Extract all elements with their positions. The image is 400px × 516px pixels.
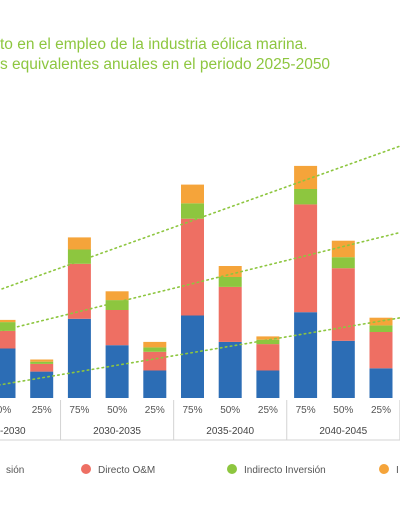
bar-segment-10-3 (369, 317, 393, 326)
category-label-0: 0% (0, 405, 11, 416)
bar-segment-1-0 (30, 371, 54, 398)
category-label-7: 25% (258, 405, 278, 416)
bar-segment-8-2 (294, 189, 318, 205)
bar-segment-0-0 (0, 348, 16, 398)
bar-segment-1-3 (30, 359, 54, 362)
bar-segment-2-0 (67, 318, 91, 398)
bar-segment-10-2 (369, 325, 393, 332)
trendline-1 (0, 231, 400, 332)
legend-label-2: Indirecto Inversión (244, 465, 326, 476)
bar-segment-2-2 (67, 249, 91, 264)
period-label-0: -2030 (0, 426, 26, 437)
bar-segment-3-2 (105, 300, 129, 310)
bar-segment-7-3 (256, 336, 280, 340)
bar-segment-10-1 (369, 332, 393, 369)
bar-segment-10-0 (369, 368, 393, 398)
bar-segment-2-1 (67, 263, 91, 319)
bar-segment-4-2 (143, 347, 167, 352)
period-label-3: 2040-2045 (319, 426, 367, 437)
bar-segment-0-3 (0, 319, 16, 323)
bar-segment-6-1 (218, 286, 242, 342)
chart-title-line-2: s equivalentes anuales en el periodo 202… (0, 56, 331, 73)
bar-segment-3-3 (105, 291, 129, 301)
bar-segment-0-2 (0, 322, 16, 331)
bar-segment-3-0 (105, 345, 129, 398)
bar-segment-5-1 (181, 218, 204, 316)
legend-label-3: I (396, 465, 399, 476)
bar-segment-7-1 (256, 344, 280, 371)
bar-segment-5-2 (181, 203, 204, 219)
bar-segment-6-3 (218, 266, 242, 277)
legend-label-1: Directo O&M (98, 465, 155, 476)
category-label-4: 25% (145, 405, 165, 416)
category-label-1: 25% (32, 405, 52, 416)
legend-swatch-2 (227, 464, 237, 474)
bar-segment-5-0 (181, 315, 204, 398)
bar-segment-9-1 (331, 268, 355, 341)
trendline-0 (0, 145, 400, 291)
legend-swatch-3 (379, 464, 389, 474)
bar-segment-6-0 (218, 341, 242, 398)
legend-label-0: sión (6, 465, 24, 476)
bar-segment-8-0 (294, 312, 318, 398)
bar-segment-1-1 (30, 363, 54, 372)
period-label-2: 2035-2040 (206, 426, 254, 437)
bar-segment-4-0 (143, 370, 167, 398)
bar-segment-4-3 (143, 341, 167, 348)
bar-segment-3-1 (105, 310, 129, 346)
bar-segment-9-0 (331, 340, 355, 398)
bar-segment-7-0 (256, 370, 280, 398)
category-label-5: 75% (182, 405, 202, 416)
bar-segment-4-1 (143, 351, 167, 371)
category-label-8: 75% (296, 405, 316, 416)
bar-segment-0-1 (0, 330, 16, 349)
bar-segment-8-3 (294, 165, 318, 189)
bar-segment-8-1 (294, 204, 318, 313)
category-label-3: 50% (107, 405, 127, 416)
bar-segment-6-2 (218, 277, 242, 287)
category-label-2: 75% (69, 405, 89, 416)
period-label-1: 2030-2035 (93, 426, 141, 437)
legend-swatch-1 (81, 464, 91, 474)
bar-segment-2-3 (67, 237, 91, 250)
bar-segment-7-2 (256, 339, 280, 345)
bar-segment-9-2 (331, 257, 355, 269)
bar-segment-5-3 (181, 184, 204, 204)
bar-segment-1-2 (30, 361, 54, 364)
category-label-9: 50% (333, 405, 353, 416)
category-label-10: 25% (371, 405, 391, 416)
chart-title-line-1: to en el empleo de la industria eólica m… (0, 36, 308, 53)
category-label-6: 50% (220, 405, 240, 416)
